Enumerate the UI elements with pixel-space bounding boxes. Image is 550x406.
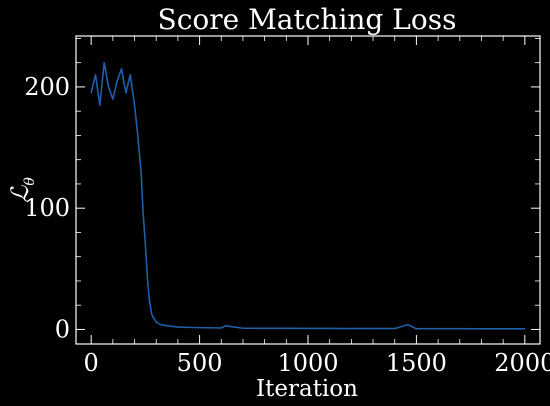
data-point: [107, 86, 110, 88]
data-point: [350, 328, 352, 330]
data-point: [329, 327, 331, 330]
data-point: [144, 243, 146, 246]
y-tick-label: 100: [24, 194, 70, 222]
axis-ticks: 0 500 1000 1500 2000 0 100 200: [24, 36, 550, 377]
data-point: [140, 171, 142, 173]
y-tick-label: 0: [55, 315, 70, 343]
plot-area: [90, 61, 526, 330]
data-point: [307, 327, 309, 330]
data-point: [415, 328, 418, 330]
data-point: [120, 68, 123, 70]
x-tick-label: 500: [177, 349, 223, 377]
data-point: [146, 280, 149, 282]
data-point: [159, 323, 162, 326]
data-point: [264, 327, 266, 329]
data-point: [459, 328, 461, 330]
x-axis-label: Iteration: [256, 376, 358, 402]
y-axis-label: ℒθ: [6, 177, 38, 203]
data-point: [142, 213, 144, 215]
data-point: [198, 327, 201, 329]
data-point: [151, 314, 153, 316]
series-line-0: [90, 61, 525, 330]
data-point: [155, 321, 157, 323]
data-point: [90, 92, 92, 94]
data-point: [407, 323, 409, 326]
data-point: [133, 104, 136, 106]
x-tick-label: 1000: [277, 349, 338, 377]
data-point: [480, 328, 483, 330]
data-point: [94, 74, 97, 76]
x-tick-label: 1500: [386, 349, 447, 377]
data-point: [285, 327, 287, 329]
data-point: [149, 302, 151, 304]
data-point: [112, 98, 114, 100]
data-point: [166, 325, 168, 327]
data-point: [125, 92, 127, 94]
data-point: [137, 134, 139, 137]
data-point: [437, 328, 439, 330]
x-tick-label: 2000: [494, 349, 550, 377]
data-point: [116, 80, 118, 82]
data-point: [524, 328, 526, 330]
data-point: [394, 328, 396, 330]
data-point: [103, 62, 105, 64]
data-point: [129, 74, 131, 76]
y-tick-label: 200: [24, 73, 70, 101]
data-point: [242, 327, 244, 329]
data-point: [177, 326, 179, 328]
data-point: [99, 104, 101, 106]
data-point: [225, 325, 227, 327]
data-point: [502, 328, 504, 330]
data-point: [372, 328, 374, 330]
y-axis-label-main: ℒ: [6, 185, 34, 203]
x-tick-label: 0: [84, 349, 99, 377]
data-point: [220, 327, 222, 329]
y-axis-label-sub: θ: [22, 177, 38, 186]
chart-title: Score Matching Loss: [158, 3, 457, 36]
